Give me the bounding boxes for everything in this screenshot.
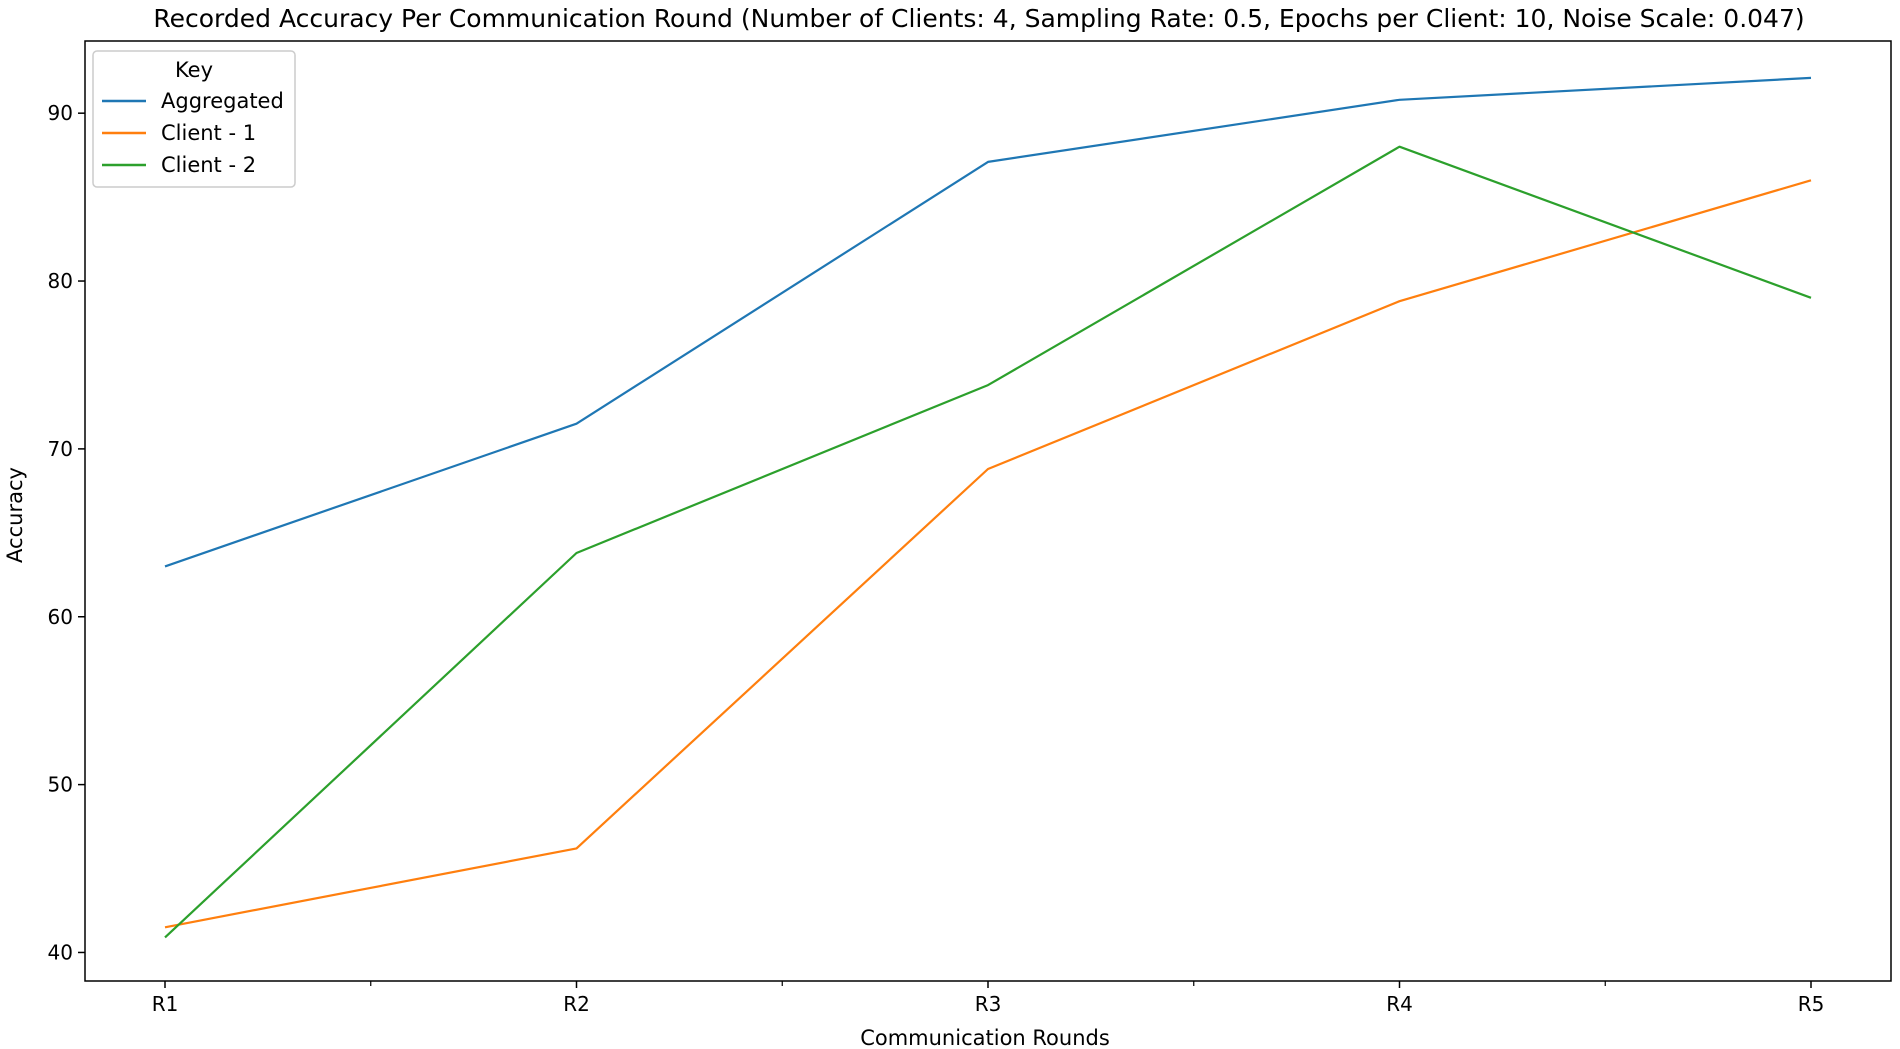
x-tick-label: R2 bbox=[563, 992, 590, 1016]
x-tick-label: R5 bbox=[1798, 992, 1825, 1016]
x-tick-label: R3 bbox=[975, 992, 1002, 1016]
x-axis-ticks: R1 R2 R3 R4 R5 bbox=[152, 981, 1825, 1016]
series-line-aggregated bbox=[164, 76, 1812, 568]
y-tick-label: 70 bbox=[48, 437, 73, 461]
legend-entries: Aggregated Client - 1 Client - 2 bbox=[102, 89, 284, 177]
y-axis-label: Accuracy bbox=[3, 467, 27, 563]
y-tick-label: 60 bbox=[48, 605, 73, 629]
y-tick-label: 40 bbox=[48, 940, 73, 964]
x-tick-label: R1 bbox=[152, 992, 179, 1016]
legend-box bbox=[92, 50, 296, 188]
y-tick-label: 50 bbox=[48, 773, 73, 797]
series-lines bbox=[164, 76, 1812, 939]
plot-area: 40 50 60 70 80 90 R1 R2 R3 R4 R5 bbox=[48, 40, 1892, 1016]
y-tick-label: 90 bbox=[48, 101, 73, 125]
series-line-client-1 bbox=[164, 179, 1812, 929]
legend-label: Client - 1 bbox=[161, 121, 256, 145]
chart-title: Recorded Accuracy Per Communication Roun… bbox=[153, 4, 1804, 33]
y-tick-label: 80 bbox=[48, 269, 73, 293]
legend-label: Client - 2 bbox=[161, 153, 256, 177]
legend: Key Aggregated Client - 1 Client - 2 bbox=[92, 50, 296, 188]
x-tick-label: R4 bbox=[1386, 992, 1413, 1016]
legend-title: Key bbox=[175, 58, 213, 82]
series-line-client-2 bbox=[164, 145, 1812, 939]
x-axis-label: Communication Rounds bbox=[860, 1026, 1110, 1049]
y-axis-ticks: 40 50 60 70 80 90 bbox=[48, 101, 85, 964]
plot-frame bbox=[84, 40, 1892, 982]
legend-label: Aggregated bbox=[161, 89, 284, 113]
